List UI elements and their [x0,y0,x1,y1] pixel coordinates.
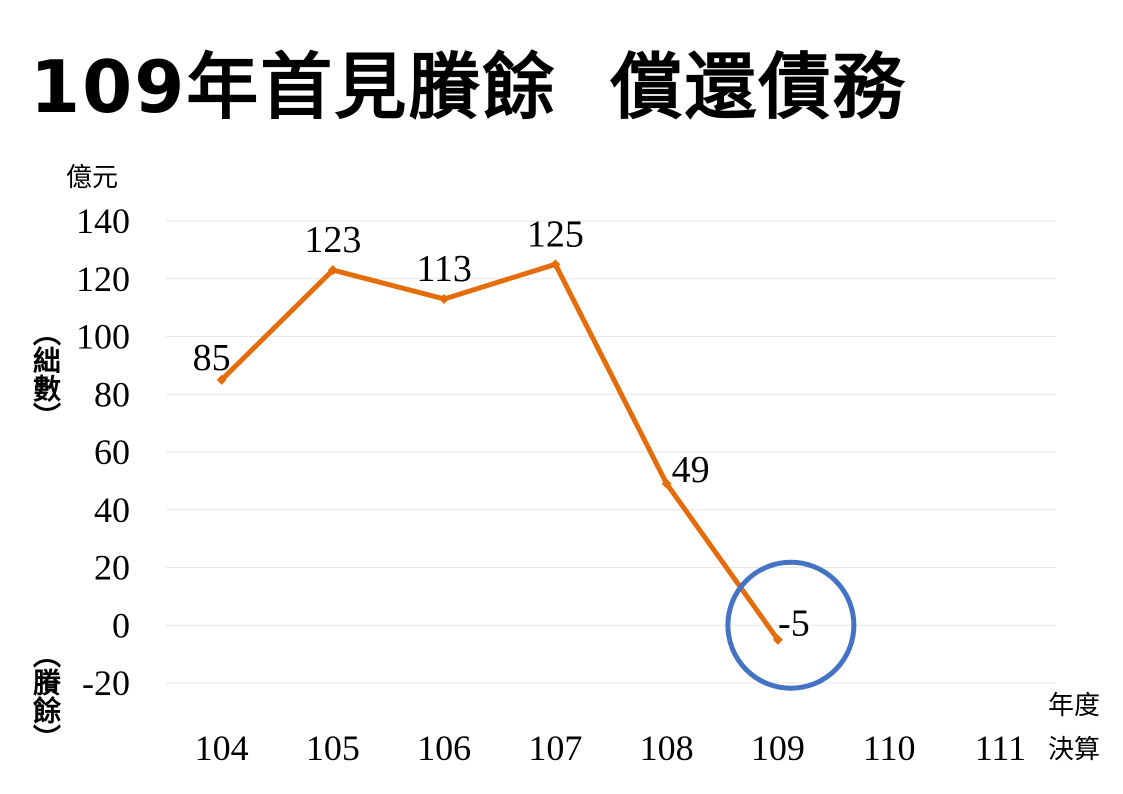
highlight-circle [725,559,857,691]
y-axis-label-negative: ︵賸餘︶ [29,640,62,752]
y-axis-label-positive: ︵絀數︶ [29,318,62,430]
data-label: 49 [672,449,710,491]
data-point [772,634,783,645]
x-tick-label: 111 [975,728,1026,768]
data-label: -5 [778,603,810,645]
y-tick-label: 80 [94,374,130,414]
x-tick-label: 108 [640,728,694,768]
y-tick-label: 40 [94,490,130,530]
data-point [661,478,672,489]
y-tick-label: 0 [112,605,130,645]
x-tick-label: 104 [195,728,249,768]
y-tick-label: 20 [94,548,130,588]
x-tick-label: 107 [528,728,582,768]
data-label: 85 [193,337,231,379]
x-tick-label: 106 [417,728,471,768]
x-tick-label: 110 [863,728,916,768]
data-point [439,293,450,304]
data-line [219,261,780,642]
data-point [550,259,561,270]
y-tick-label: -20 [82,663,130,703]
data-label: 123 [304,219,361,261]
data-point [216,374,227,385]
x-tick-label: 109 [751,728,805,768]
x-tick-label: 105 [306,728,360,768]
y-tick-label: 120 [76,259,130,299]
data-label: 113 [416,248,472,290]
y-tick-label: 140 [76,201,130,241]
y-unit-label: 億元 [66,163,118,193]
chart-title: 109年首見賸餘 償還債務 [30,45,907,129]
y-tick-label: 60 [94,432,130,472]
x-axis-label: 年度 [1048,691,1100,721]
data-point [327,265,338,276]
x-axis-label: 決算 [1048,735,1100,765]
data-label: 125 [527,213,584,255]
y-tick-label: 100 [76,317,130,357]
